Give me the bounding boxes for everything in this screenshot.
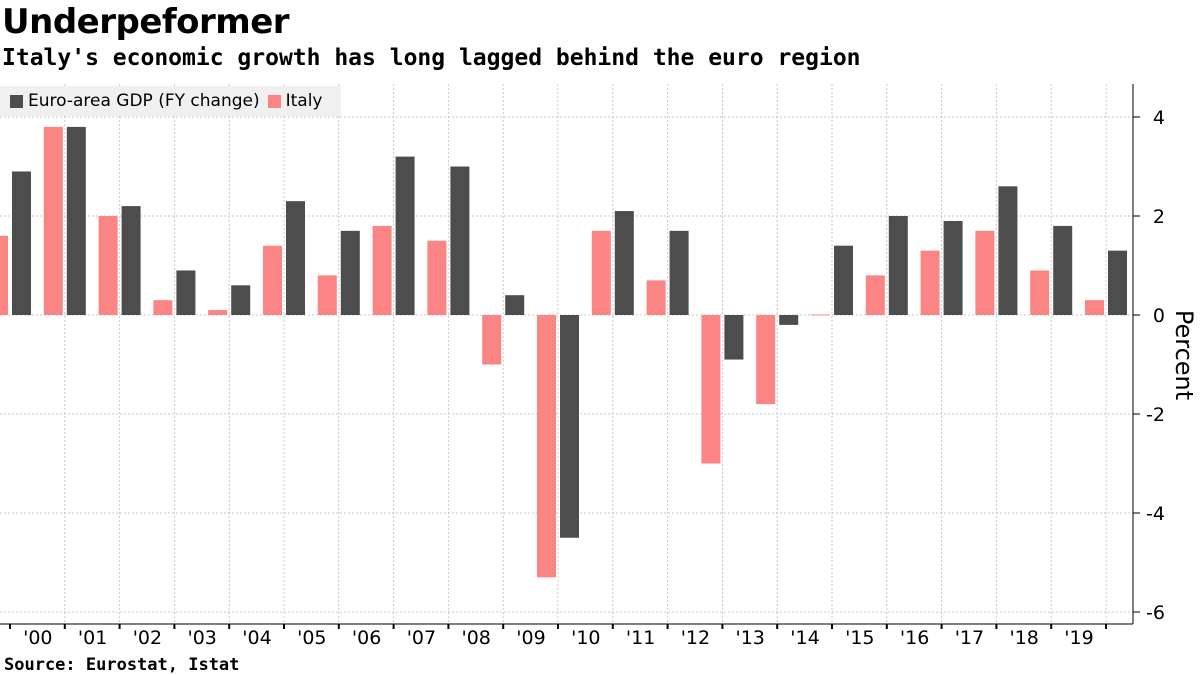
x-tick-label: '10 [571,627,600,649]
x-tick-label: '19 [1064,627,1093,649]
bar-euro [998,186,1018,315]
bar-italy [1085,300,1104,315]
x-tick-label: '12 [681,627,710,649]
chart-title: Underpeformer [2,2,290,42]
x-tick-label: '03 [187,627,216,649]
legend-label-euro: Euro-area GDP (FY change) [28,91,260,111]
bar-euro [12,171,31,315]
bar-euro [505,295,525,315]
bar-euro [231,285,251,315]
bar-italy [920,250,940,315]
bar-italy [372,225,392,315]
x-tick-label: '02 [133,627,162,649]
axes [0,84,1140,629]
bar-italy [1030,270,1050,315]
bar-euro [888,216,908,315]
bar-italy [701,315,721,464]
legend-label-italy: Italy [285,91,323,111]
bar-euro [669,230,689,315]
x-tick-label: '15 [845,627,874,649]
legend-item-euro: Euro-area GDP (FY change) [10,91,260,111]
x-tick-label: '01 [78,627,107,649]
x-tick-label: '04 [242,627,271,649]
bar-italy [975,230,995,315]
bar-euro [1053,225,1073,315]
bar-italy [646,280,666,315]
source-note: Source: Eurostat, Istat [4,655,240,675]
x-tick-label: '18 [1009,627,1038,649]
y-tick-label: 2 [1153,206,1165,228]
bar-italy [98,216,118,315]
bar-euro [286,201,305,315]
bar-italy [537,315,556,578]
x-tick-label: '00 [23,627,52,649]
legend-swatch-italy [267,94,281,108]
bars [0,126,1127,578]
bar-italy [482,315,502,365]
bar-italy [263,245,282,315]
bar-italy [0,235,8,315]
bar-euro [943,220,963,315]
x-tick-label: '07 [407,627,436,649]
y-tick-label: -2 [1146,404,1165,426]
bar-euro [724,315,744,360]
bar-italy [865,275,885,315]
bar-italy [811,314,830,316]
x-tick-label: '17 [955,627,984,649]
legend-item-italy: Italy [267,91,323,111]
bar-italy [317,275,337,315]
tick-labels: -6 -4 -2 0 2 4 '00 '01 '02 '03 '04 '05 '06 '07 '08 '09 '… [23,107,1198,649]
bar-euro [834,245,853,315]
bar-euro [1108,250,1127,315]
bar-euro [340,230,360,315]
bar-italy [427,240,447,315]
bar-euro [450,166,470,315]
x-tick-label: '08 [461,627,490,649]
grid-lines [0,84,1133,624]
bar-italy [43,126,63,316]
x-tick-label: '16 [900,627,929,649]
bar-euro [66,126,86,316]
bar-italy [208,310,228,315]
x-tick-label: '05 [297,627,326,649]
x-tick-label: '11 [626,627,655,649]
y-tick-label: -4 [1146,503,1165,525]
x-tick-label: '06 [352,627,381,649]
legend: Euro-area GDP (FY change) Italy [0,86,341,116]
x-tick-label: '13 [735,627,764,649]
y-tick-label: -6 [1146,602,1165,624]
bar-euro [121,206,141,315]
bar-italy [591,230,611,315]
y-tick-label: 0 [1153,305,1165,327]
x-tick-label: '14 [790,627,819,649]
bar-euro [176,270,196,315]
y-axis-title: Percent [1170,310,1198,400]
legend-swatch-euro [10,94,23,108]
bar-euro [395,156,415,315]
x-tick-label: '09 [516,627,545,649]
bar-euro [779,315,799,325]
chart-subtitle: Italy's economic growth has long lagged … [2,45,861,71]
bar-euro [614,211,634,315]
bar-euro [560,315,579,538]
y-tick-label: 4 [1153,107,1165,129]
bar-italy [756,315,776,405]
bar-italy [153,300,173,315]
